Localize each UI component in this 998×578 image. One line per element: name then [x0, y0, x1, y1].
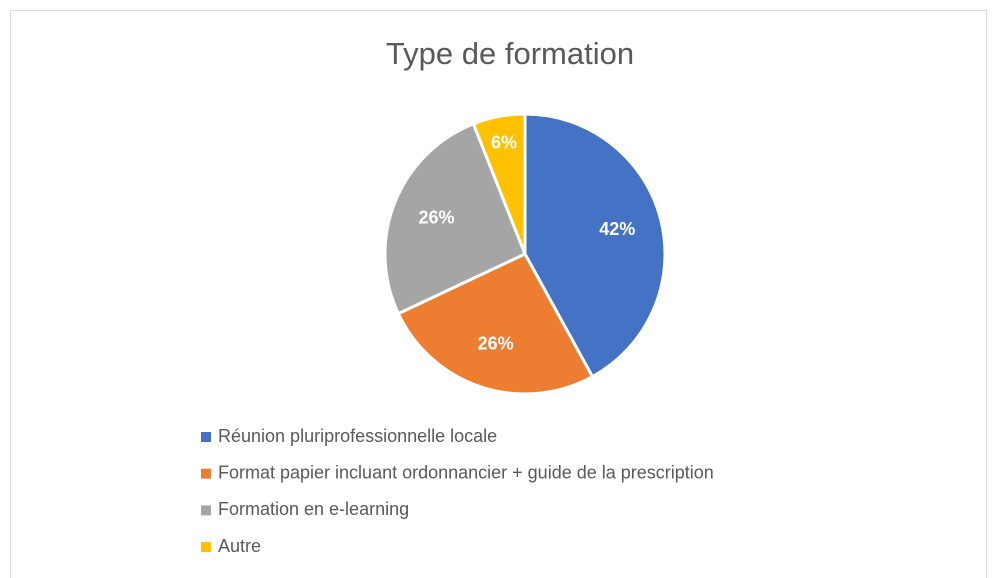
legend-label: Format papier incluant ordonnancier + gu…: [218, 462, 714, 482]
legend-swatch: [201, 505, 211, 516]
data-label: 26%: [418, 208, 454, 228]
data-label: 6%: [491, 133, 517, 153]
pie-slice: [471, 112, 527, 255]
chart-title: Type de formation: [386, 36, 634, 71]
pie-slice: [523, 112, 667, 379]
legend-swatch: [201, 468, 211, 479]
legend-label: Formation en e-learning: [218, 499, 409, 519]
data-label: 42%: [599, 219, 635, 239]
legend-label: Réunion pluriprofessionnelle locale: [218, 426, 497, 446]
legend-swatch: [201, 432, 211, 442]
legend-swatch: [201, 542, 211, 553]
pie-slice: [383, 121, 527, 316]
legend-label: Autre: [218, 536, 261, 556]
data-label: 26%: [478, 333, 514, 353]
pie-slice: [396, 252, 595, 396]
